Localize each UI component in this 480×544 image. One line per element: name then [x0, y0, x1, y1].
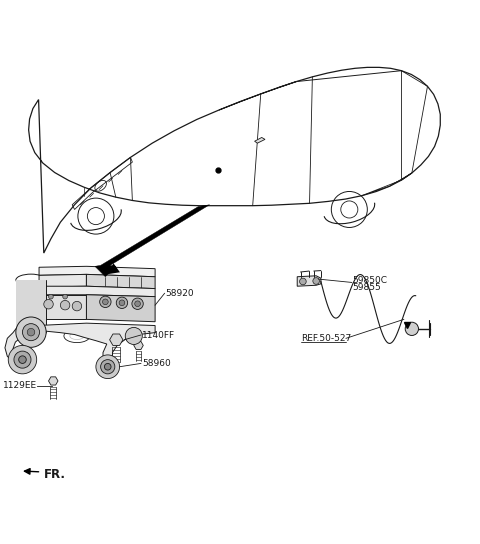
Circle shape: [116, 297, 128, 308]
Text: 58960: 58960: [142, 359, 170, 368]
Circle shape: [27, 329, 35, 336]
Polygon shape: [134, 341, 143, 350]
Polygon shape: [254, 138, 265, 143]
Circle shape: [135, 301, 141, 307]
Circle shape: [19, 356, 26, 363]
Polygon shape: [16, 280, 46, 332]
Text: 58920: 58920: [166, 289, 194, 298]
Circle shape: [100, 296, 111, 307]
Circle shape: [60, 300, 70, 310]
Circle shape: [313, 277, 320, 285]
Circle shape: [132, 298, 143, 310]
Polygon shape: [48, 377, 58, 385]
Polygon shape: [39, 286, 155, 296]
Text: 1140FF: 1140FF: [142, 331, 175, 339]
Text: 59850C: 59850C: [353, 276, 388, 285]
Polygon shape: [95, 205, 210, 277]
Polygon shape: [297, 276, 321, 286]
Polygon shape: [39, 274, 86, 287]
Polygon shape: [39, 267, 155, 277]
Polygon shape: [86, 274, 155, 288]
Circle shape: [44, 300, 53, 309]
Text: FR.: FR.: [44, 468, 66, 481]
Polygon shape: [86, 295, 155, 322]
Circle shape: [96, 355, 120, 379]
Circle shape: [101, 360, 115, 374]
Circle shape: [105, 363, 111, 370]
Circle shape: [48, 294, 53, 299]
Circle shape: [119, 300, 125, 306]
Circle shape: [14, 351, 31, 368]
Text: 1129EE: 1129EE: [2, 381, 36, 390]
Circle shape: [16, 317, 46, 347]
Circle shape: [300, 278, 306, 285]
Circle shape: [63, 294, 68, 299]
Circle shape: [72, 301, 82, 311]
Circle shape: [125, 327, 142, 344]
Circle shape: [405, 322, 419, 336]
Text: 59855: 59855: [353, 283, 382, 292]
Polygon shape: [5, 323, 155, 368]
Circle shape: [23, 324, 39, 341]
Polygon shape: [109, 334, 123, 345]
Text: REF.50-527: REF.50-527: [301, 334, 351, 343]
Polygon shape: [39, 295, 86, 319]
Circle shape: [103, 299, 108, 305]
Circle shape: [8, 345, 36, 374]
